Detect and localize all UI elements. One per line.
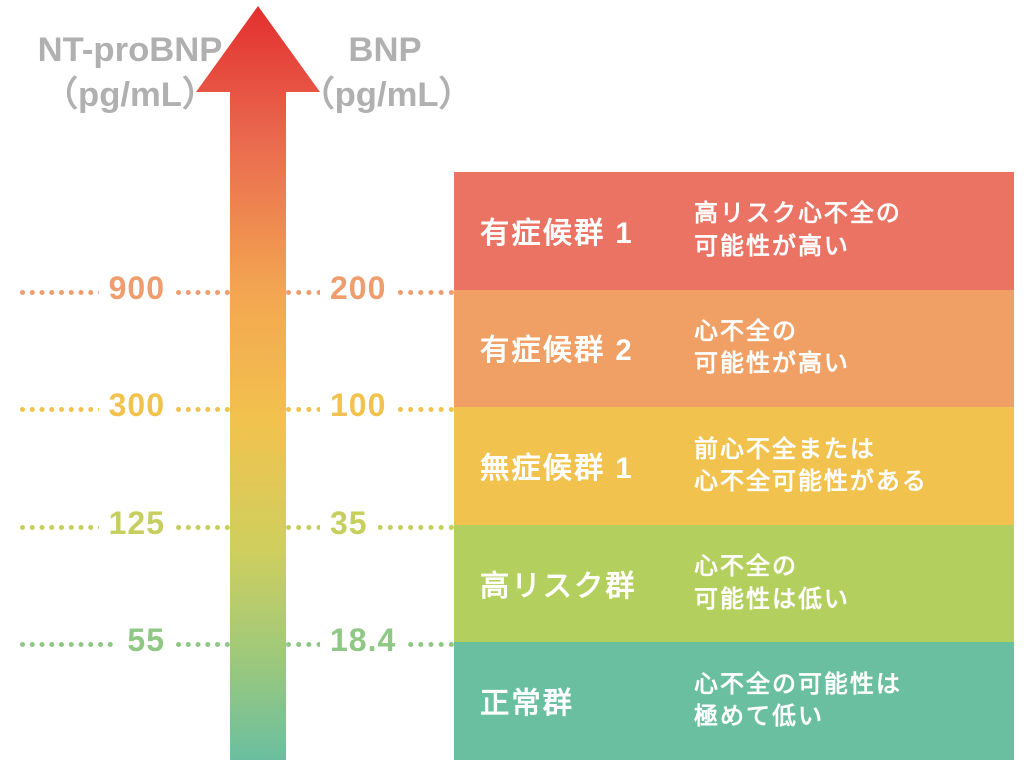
band-desc-line: 可能性が高い bbox=[694, 348, 850, 380]
category-bands: 有症候群 1高リスク心不全の可能性が高い有症候群 2心不全の可能性が高い無症候群… bbox=[454, 172, 1014, 760]
band-desc-line: 高リスク心不全の bbox=[694, 198, 902, 230]
nt-value: 900 bbox=[99, 270, 175, 307]
band-sym2: 有症候群 2 心不全の可能性が高い bbox=[454, 290, 1014, 408]
band-desc-line: 前心不全または bbox=[694, 434, 928, 466]
band-desc: 前心不全または心不全可能性がある bbox=[694, 434, 928, 499]
band-title: 有症候群 1 bbox=[480, 210, 670, 252]
band-desc-line: 心不全可能性がある bbox=[694, 466, 928, 498]
band-desc-line: 心不全の可能性は bbox=[694, 669, 902, 701]
header-bnp: BNP （pg/mL） bbox=[300, 28, 470, 118]
band-desc-line: 心不全の bbox=[694, 551, 850, 583]
header-bnp-line2: （pg/mL） bbox=[300, 73, 470, 118]
band-desc-line: 極めて低い bbox=[694, 701, 902, 733]
bnp-value: 200 bbox=[320, 270, 396, 307]
band-desc: 心不全の可能性は極めて低い bbox=[694, 669, 902, 734]
arrow-shaft bbox=[230, 80, 286, 760]
bnp-value: 18.4 bbox=[320, 622, 406, 659]
nt-value: 125 bbox=[99, 505, 175, 542]
band-desc: 心不全の可能性が高い bbox=[694, 316, 850, 381]
header-nt-probnp-line1: NT-proBNP bbox=[30, 28, 230, 73]
band-title: 高リスク群 bbox=[480, 563, 670, 605]
bnp-value: 100 bbox=[320, 387, 396, 424]
nt-value: 55 bbox=[117, 622, 175, 659]
band-risk: 高リスク群心不全の可能性は低い bbox=[454, 525, 1014, 643]
bnp-value: 35 bbox=[320, 505, 378, 542]
band-normal: 正常群心不全の可能性は極めて低い bbox=[454, 642, 1014, 760]
bnp-scale-diagram: NT-proBNP （pg/mL） BNP （pg/mL） 900 200 300 1… bbox=[0, 0, 1024, 775]
band-desc-line: 可能性は低い bbox=[694, 584, 850, 616]
band-sym1: 有症候群 1 高リスク心不全の可能性が高い bbox=[454, 172, 1014, 290]
band-title: 有症候群 2 bbox=[480, 327, 670, 369]
header-nt-probnp-line2: （pg/mL） bbox=[30, 73, 230, 118]
nt-value: 300 bbox=[99, 387, 175, 424]
band-title: 正常群 bbox=[480, 680, 670, 722]
header-nt-probnp: NT-proBNP （pg/mL） bbox=[30, 28, 230, 118]
band-desc: 心不全の可能性は低い bbox=[694, 551, 850, 616]
band-desc-line: 心不全の bbox=[694, 316, 850, 348]
header-bnp-line1: BNP bbox=[300, 28, 470, 73]
band-asym1: 無症候群 1 前心不全または心不全可能性がある bbox=[454, 407, 1014, 525]
band-desc: 高リスク心不全の可能性が高い bbox=[694, 198, 902, 263]
band-desc-line: 可能性が高い bbox=[694, 231, 902, 263]
band-title: 無症候群 1 bbox=[480, 445, 670, 487]
